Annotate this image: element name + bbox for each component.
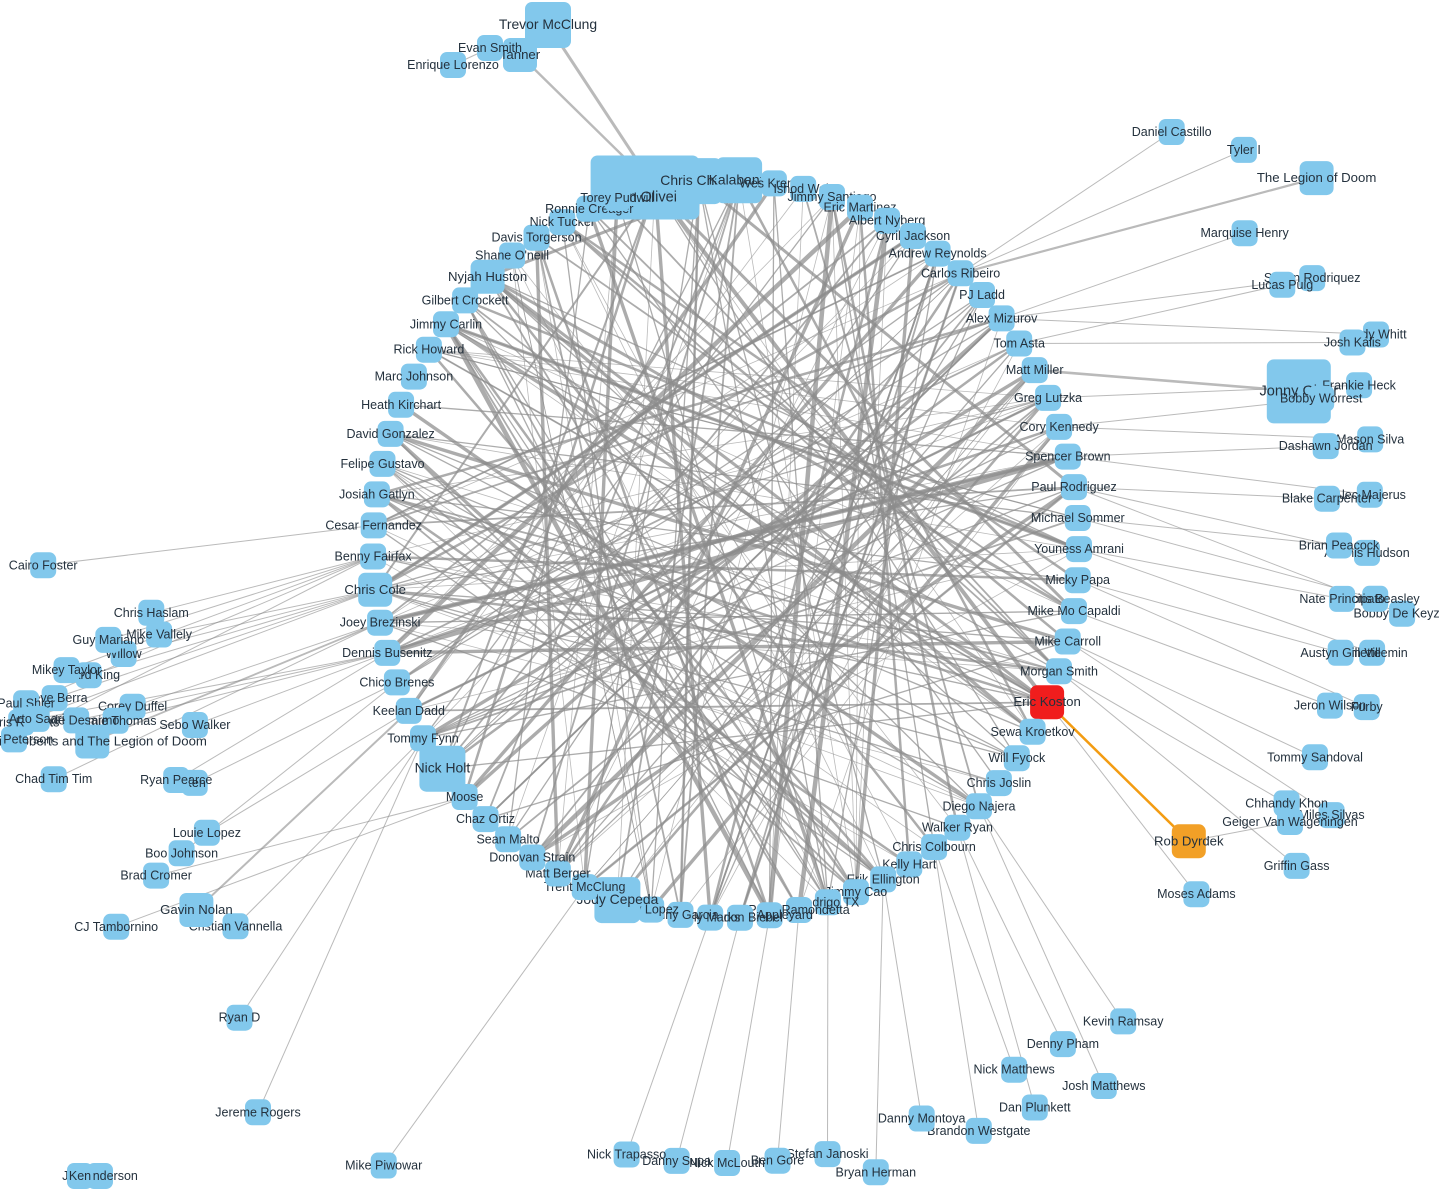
svg-text:Ken: Ken xyxy=(69,1169,91,1183)
svg-text:Dennis Busenitz: Dennis Busenitz xyxy=(342,646,432,660)
svg-text:Joey Brezinski: Joey Brezinski xyxy=(340,616,421,630)
svg-text:Eric Koston: Eric Koston xyxy=(1013,694,1080,709)
svg-text:Alex Mizurov: Alex Mizurov xyxy=(966,311,1038,325)
svg-text:Josh Kalis: Josh Kalis xyxy=(1324,336,1381,350)
svg-text:Dan Plunkett: Dan Plunkett xyxy=(999,1101,1071,1115)
svg-text:Arto Saari: Arto Saari xyxy=(9,712,65,726)
svg-text:Nick Trapasso: Nick Trapasso xyxy=(587,1148,666,1162)
svg-text:Lucas Puig: Lucas Puig xyxy=(1251,278,1313,292)
svg-text:Chhandy Khon: Chhandy Khon xyxy=(1245,796,1328,810)
svg-text:Benny Fairfax: Benny Fairfax xyxy=(335,550,413,564)
svg-text:Moose: Moose xyxy=(446,790,484,804)
svg-text:Carlos Ribeiro: Carlos Ribeiro xyxy=(921,266,1000,280)
svg-text:Micky Papa: Micky Papa xyxy=(1045,573,1110,587)
svg-text:CJ Tambornino: CJ Tambornino xyxy=(74,920,158,934)
svg-text:Chris Cole: Chris Cole xyxy=(344,582,406,597)
svg-text:Jimmy Carlin: Jimmy Carlin xyxy=(410,317,482,331)
svg-text:Mike Piwowar: Mike Piwowar xyxy=(345,1159,422,1173)
svg-text:Nick Holt: Nick Holt xyxy=(415,760,471,776)
svg-text:Griffin Gass: Griffin Gass xyxy=(1264,859,1330,873)
svg-text:Cairo Foster: Cairo Foster xyxy=(9,558,78,572)
svg-text:Tom Asta: Tom Asta xyxy=(993,337,1044,351)
svg-text:Donovan Strain: Donovan Strain xyxy=(489,851,575,865)
svg-text:Louie Lopez: Louie Lopez xyxy=(173,826,241,840)
svg-text:Josiah Gatlyn: Josiah Gatlyn xyxy=(339,487,415,501)
svg-text:Daniel Castillo: Daniel Castillo xyxy=(1132,125,1212,139)
svg-text:Paul Rodriguez: Paul Rodriguez xyxy=(1031,480,1116,494)
svg-text:David Gonzalez: David Gonzalez xyxy=(346,427,434,441)
svg-text:Heath Kirchart: Heath Kirchart xyxy=(361,398,441,412)
svg-text:Gavin Nolan: Gavin Nolan xyxy=(160,902,233,917)
svg-text:Tyler I: Tyler I xyxy=(1227,143,1261,157)
svg-text:Will Fyock: Will Fyock xyxy=(988,751,1046,765)
svg-text:Ryan D: Ryan D xyxy=(219,1011,261,1025)
svg-text:Brian Peacock: Brian Peacock xyxy=(1299,539,1380,553)
svg-text:Michael Sommer: Michael Sommer xyxy=(1031,511,1125,525)
svg-text:Diego Najera: Diego Najera xyxy=(943,799,1016,813)
svg-text:Dashawn Jordan: Dashawn Jordan xyxy=(1279,439,1373,453)
svg-text:Denny Pham: Denny Pham xyxy=(1027,1037,1099,1051)
svg-text:Enrique Lorenzo: Enrique Lorenzo xyxy=(407,58,499,72)
svg-text:Cory Kennedy: Cory Kennedy xyxy=(1019,420,1099,434)
svg-text:Josh Matthews: Josh Matthews xyxy=(1062,1079,1145,1093)
svg-text:Jeron Wilson: Jeron Wilson xyxy=(1294,699,1366,713)
svg-text:Cesar Fernandez: Cesar Fernandez xyxy=(325,518,422,532)
svg-text:Marquise Henry: Marquise Henry xyxy=(1200,226,1289,240)
svg-text:Sewa Kroetkov: Sewa Kroetkov xyxy=(991,725,1076,739)
svg-text:Kevin Ramsay: Kevin Ramsay xyxy=(1083,1014,1164,1028)
svg-text:Mike Carroll: Mike Carroll xyxy=(1034,635,1101,649)
svg-text:Clint Peterson: Clint Peterson xyxy=(0,732,53,746)
svg-text:Spencer Brown: Spencer Brown xyxy=(1025,450,1111,464)
svg-text:Brad Cromer: Brad Cromer xyxy=(120,869,192,883)
svg-text:Tommy Sandoval: Tommy Sandoval xyxy=(1267,750,1363,764)
svg-text:Chad Tim Tim: Chad Tim Tim xyxy=(15,772,92,786)
svg-text:Mike Mo Capaldi: Mike Mo Capaldi xyxy=(1027,604,1120,618)
svg-text:The Legion of Doom: The Legion of Doom xyxy=(1257,170,1377,185)
svg-text:Evan Smith: Evan Smith xyxy=(458,41,522,55)
svg-text:Rob Dyrdek: Rob Dyrdek xyxy=(1154,833,1224,848)
svg-text:Andrew Reynolds: Andrew Reynolds xyxy=(889,247,987,261)
svg-text:Guy Mariano: Guy Mariano xyxy=(73,633,145,647)
svg-text:Geiger Van Wageningen: Geiger Van Wageningen xyxy=(1222,815,1358,829)
svg-text:Walker Ryan: Walker Ryan xyxy=(922,821,993,835)
svg-text:Marc Johnson: Marc Johnson xyxy=(375,370,454,384)
svg-text:Ryan Pearce: Ryan Pearce xyxy=(140,773,212,787)
svg-text:Nate Principato: Nate Principato xyxy=(1299,592,1385,606)
svg-text:Danny Montoya: Danny Montoya xyxy=(878,1112,966,1126)
svg-text:Austyn Gillette: Austyn Gillette xyxy=(1300,646,1381,660)
svg-text:Sebo Walker: Sebo Walker xyxy=(159,718,230,732)
svg-text:Boo Johnson: Boo Johnson xyxy=(145,846,218,860)
svg-text:Matt Miller: Matt Miller xyxy=(1006,363,1064,377)
svg-text:Chaz Ortiz: Chaz Ortiz xyxy=(456,812,515,826)
svg-text:Sean Malto: Sean Malto xyxy=(476,832,539,846)
svg-text:Keelan Dadd: Keelan Dadd xyxy=(373,704,445,718)
svg-text:Greg Lutzka: Greg Lutzka xyxy=(1014,391,1082,405)
svg-text:Nick Matthews: Nick Matthews xyxy=(973,1063,1054,1077)
svg-text:Gilbert Crockett: Gilbert Crockett xyxy=(422,293,509,307)
svg-text:Chris Haslam: Chris Haslam xyxy=(114,606,189,620)
svg-text:Chico Brenes: Chico Brenes xyxy=(359,675,434,689)
svg-text:Felipe Gustavo: Felipe Gustavo xyxy=(340,457,424,471)
svg-text:Bryan Herman: Bryan Herman xyxy=(836,1165,917,1179)
svg-text:Jereme Rogers: Jereme Rogers xyxy=(215,1105,300,1119)
svg-text:Moses Adams: Moses Adams xyxy=(1157,887,1236,901)
svg-text:Tommy Fynn: Tommy Fynn xyxy=(387,731,459,745)
svg-text:Mikey Taylor: Mikey Taylor xyxy=(32,663,101,677)
svg-text:PJ Ladd: PJ Ladd xyxy=(959,288,1005,302)
svg-text:Rick Howard: Rick Howard xyxy=(393,343,464,357)
svg-text:Morgan Smith: Morgan Smith xyxy=(1020,664,1098,678)
svg-text:Bobby Worrest: Bobby Worrest xyxy=(1280,392,1363,406)
svg-text:Chris Joslin: Chris Joslin xyxy=(967,776,1032,790)
svg-text:Youness Amrani: Youness Amrani xyxy=(1034,542,1124,556)
svg-text:Blake Carpenter: Blake Carpenter xyxy=(1282,492,1372,506)
svg-text:Trevor McClung: Trevor McClung xyxy=(499,16,597,32)
svg-text:Nyjah Huston: Nyjah Huston xyxy=(448,269,527,284)
svg-text:Brandon Westgate: Brandon Westgate xyxy=(927,1124,1030,1138)
svg-text:Torey Pudwill: Torey Pudwill xyxy=(580,191,654,205)
